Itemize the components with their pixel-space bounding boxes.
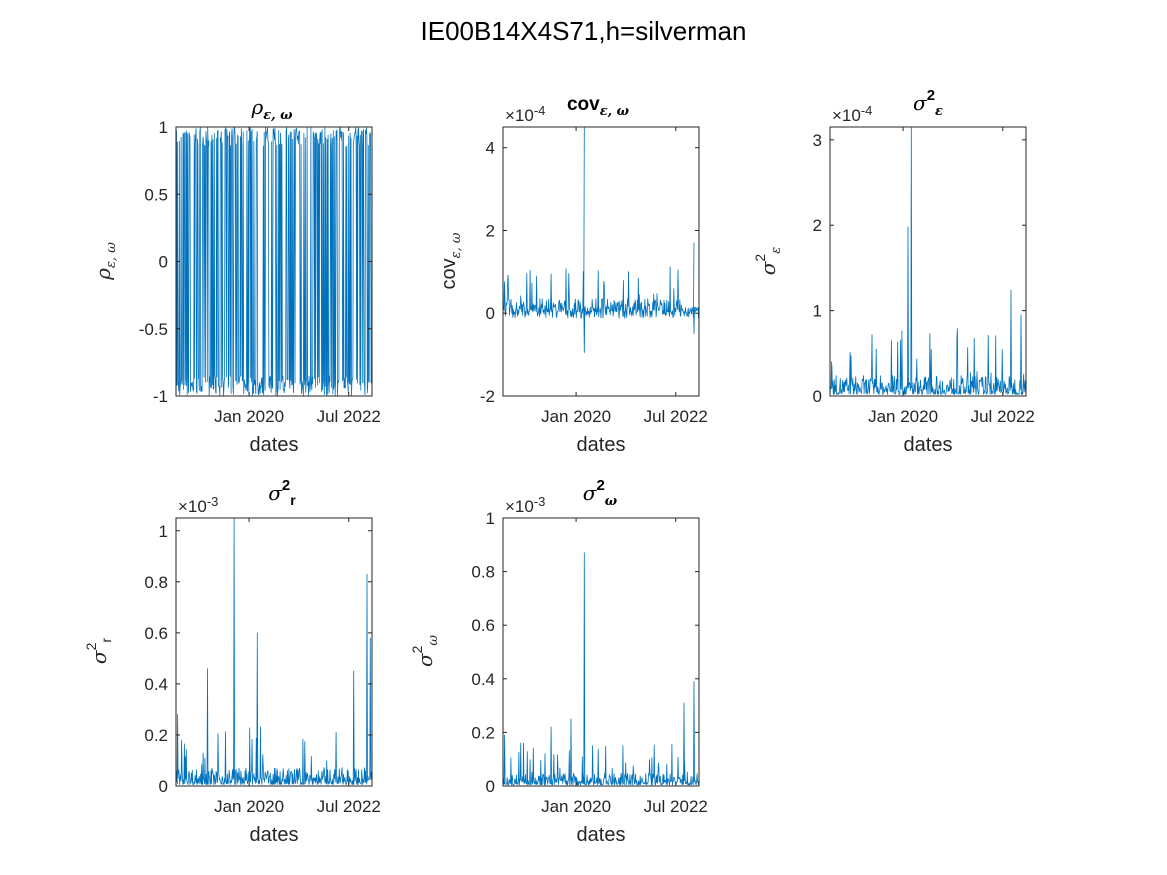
series-line-2 — [502, 126, 700, 353]
y-tick-label: 3 — [813, 131, 822, 150]
x-tick-label: Jul 2022 — [317, 797, 381, 816]
y-axis-label-3: σ2ε — [752, 247, 784, 275]
y-tick-label: 0.6 — [144, 624, 168, 643]
y-tick-label: 2 — [813, 216, 822, 235]
x-tick-label: Jul 2022 — [644, 797, 708, 816]
x-tick-label: Jul 2022 — [971, 407, 1035, 426]
axes-box-3 — [829, 126, 1027, 397]
y-tick-label: 0.4 — [144, 675, 168, 694]
x-tick-label: Jul 2022 — [317, 407, 381, 426]
x-tick-label: Jan 2020 — [214, 797, 284, 816]
y-tick-label: 0 — [159, 777, 168, 796]
y-tick-label: 0.5 — [144, 185, 168, 204]
y-axis-label-2: covε, ω — [438, 232, 464, 289]
x-tick-label: Jan 2020 — [541, 407, 611, 426]
x-tick-label: Jan 2020 — [214, 407, 284, 426]
x-tick-label: Jan 2020 — [541, 797, 611, 816]
y-tick-label: 0.8 — [144, 573, 168, 592]
subplot-title-1: ρε, ω — [250, 95, 293, 123]
y-tick-label: -2 — [480, 387, 495, 406]
y-tick-label: -1 — [153, 387, 168, 406]
subplot-title-3: σ2ε — [913, 87, 943, 119]
axes-box-4 — [175, 517, 373, 787]
y-tick-label: 1 — [486, 509, 495, 528]
axes-box-5 — [502, 517, 700, 787]
subplot-title-5: σ2ω — [583, 477, 618, 509]
y-tick-label: 0 — [486, 304, 495, 323]
axes-box-2 — [502, 126, 700, 397]
axis-exponent: ×10-4 — [832, 103, 872, 125]
x-axis-label: dates — [250, 824, 299, 846]
subplot-title-4: σ2r — [268, 477, 296, 508]
axis-exponent: ×10-3 — [505, 494, 545, 516]
axis-exponent: ×10-4 — [505, 103, 545, 125]
y-axis-label-1: ρε, ω — [91, 242, 119, 281]
x-tick-label: Jul 2022 — [644, 407, 708, 426]
series-line-5 — [502, 552, 700, 786]
series-line-3 — [829, 126, 1027, 395]
y-tick-label: 0.4 — [471, 670, 495, 689]
y-tick-label: 0 — [159, 253, 168, 272]
y-tick-label: 1 — [813, 302, 822, 321]
x-axis-label: dates — [577, 434, 626, 456]
x-tick-label: Jan 2020 — [868, 407, 938, 426]
figure-title: IE00B14X4S71,h=silverman — [420, 16, 747, 46]
y-axis-label-5: σ2ω — [409, 635, 441, 667]
y-tick-label: 0 — [813, 387, 822, 406]
y-tick-label: 0.8 — [471, 563, 495, 582]
y-tick-label: 0.2 — [471, 723, 495, 742]
y-tick-label: 4 — [486, 139, 495, 158]
y-tick-label: -0.5 — [139, 320, 168, 339]
y-tick-label: 0 — [486, 777, 495, 796]
y-tick-label: 1 — [159, 522, 168, 541]
x-axis-label: dates — [577, 824, 626, 846]
series-line-1 — [175, 126, 373, 397]
y-tick-label: 0.2 — [144, 726, 168, 745]
subplot-title-2: covε, ω — [567, 94, 630, 119]
y-tick-label: 0.6 — [471, 616, 495, 635]
y-axis-label-4: σ2r — [83, 638, 114, 664]
series-line-4 — [175, 517, 373, 785]
axis-exponent: ×10-3 — [178, 494, 218, 516]
y-tick-label: 2 — [486, 221, 495, 240]
x-axis-label: dates — [904, 434, 953, 456]
x-axis-label: dates — [250, 434, 299, 456]
y-tick-label: 1 — [159, 118, 168, 137]
